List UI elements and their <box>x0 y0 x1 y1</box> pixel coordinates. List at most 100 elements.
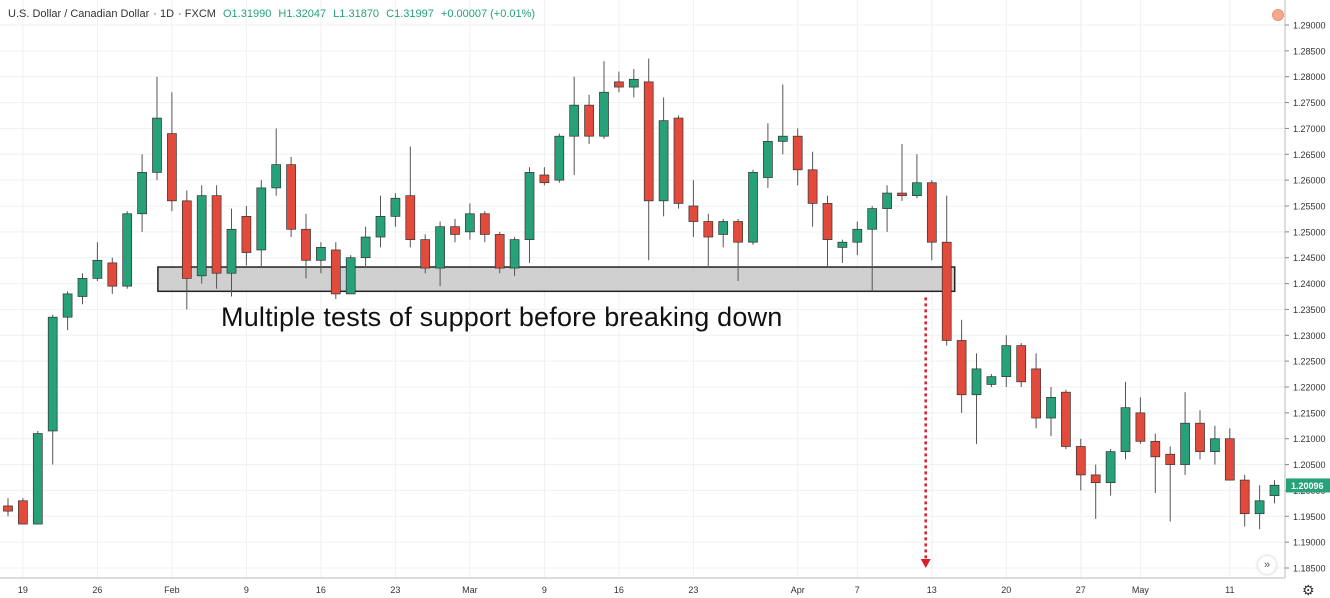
candle <box>241 206 252 266</box>
gear-icon[interactable]: ⚙ <box>1302 582 1315 598</box>
candle <box>301 213 311 279</box>
candle-body <box>18 500 28 525</box>
candle <box>599 61 609 139</box>
candle <box>1105 449 1116 496</box>
candle <box>1150 433 1161 494</box>
candle <box>316 242 326 274</box>
time-axis[interactable]: 19 26 Feb 9 16 23 Mar 9 16 23 Apr 7 13 20 27 May 11 <box>0 577 1285 595</box>
candle-body <box>92 259 103 279</box>
candle <box>494 231 505 274</box>
time-tick-label: 23 <box>390 585 400 595</box>
candle <box>1195 410 1205 460</box>
time-tick-label: 9 <box>244 585 249 595</box>
candle-body <box>748 172 758 243</box>
candle <box>971 353 982 444</box>
candle-body <box>167 133 177 202</box>
candle <box>375 195 386 248</box>
candle <box>47 314 58 465</box>
price-tick-label: 1.27000 <box>1293 124 1326 134</box>
candle <box>286 156 296 238</box>
candle <box>1061 389 1071 450</box>
change-value: +0.00007 (+0.01%) <box>440 8 536 20</box>
source-label: FXCM <box>184 8 216 20</box>
candle <box>926 180 937 261</box>
candle <box>1165 446 1176 522</box>
candle <box>435 221 445 287</box>
candle-body <box>792 135 803 171</box>
time-tick-label: Feb <box>164 585 180 595</box>
candle <box>420 234 431 274</box>
candle <box>390 193 401 227</box>
candle <box>628 68 639 98</box>
candle-body <box>1254 500 1265 515</box>
candle-body <box>1180 422 1190 465</box>
candle <box>3 498 13 517</box>
candle-body <box>658 120 669 202</box>
candle <box>792 128 803 186</box>
candle <box>122 211 133 289</box>
candle <box>152 76 162 181</box>
candle <box>62 291 73 331</box>
candle-body <box>1061 391 1071 447</box>
candle <box>614 71 624 93</box>
candle-body <box>673 117 684 204</box>
high-value: H1.32047 <box>278 8 327 20</box>
last-price-label: 1.20096 <box>1291 481 1324 491</box>
candle-body <box>718 221 729 235</box>
price-axis[interactable]: 1.29000 1.28500 1.28000 1.27500 1.27000 1.265… <box>1284 0 1330 578</box>
candle <box>330 242 341 300</box>
candle-body <box>241 215 252 253</box>
price-tick-label: 1.23000 <box>1293 331 1326 341</box>
support-zone-box <box>157 266 956 293</box>
price-tick-label: 1.19000 <box>1293 538 1326 548</box>
candle-body <box>330 249 341 295</box>
candle <box>405 146 416 248</box>
candle <box>1135 397 1146 444</box>
candle <box>673 115 684 209</box>
candle-body <box>1031 368 1041 419</box>
price-tick-label: 1.27500 <box>1293 98 1326 108</box>
candle-body <box>450 226 460 235</box>
candle <box>703 213 714 269</box>
candle <box>479 211 490 243</box>
candles[interactable] <box>3 58 1280 530</box>
double-chevron-right-icon[interactable]: » <box>1258 556 1276 574</box>
candle-body <box>122 213 133 287</box>
time-tick-label: 13 <box>927 585 937 595</box>
candle <box>1269 480 1280 504</box>
candle-body <box>271 164 282 189</box>
candle-body <box>390 197 401 217</box>
price-tick-label: 1.19500 <box>1293 512 1326 522</box>
candle-body <box>584 104 594 137</box>
candle <box>658 97 669 217</box>
price-tick-label: 1.22500 <box>1293 357 1326 367</box>
candle <box>32 430 43 525</box>
candle <box>360 226 371 269</box>
candle <box>1090 464 1101 519</box>
symbol-title: U.S. Dollar / Canadian Dollar <box>8 8 150 20</box>
candle <box>1016 343 1027 387</box>
candle <box>167 92 177 212</box>
price-tick-label: 1.23500 <box>1293 305 1326 315</box>
time-tick-label: May <box>1132 585 1150 595</box>
candle-body <box>286 164 296 230</box>
price-tick-label: 1.26500 <box>1293 150 1326 160</box>
candle-body <box>479 213 490 235</box>
support-zone <box>157 266 956 293</box>
time-tick-label: 9 <box>542 585 547 595</box>
price-tick-label: 1.24000 <box>1293 279 1326 289</box>
arrow-head <box>920 559 931 568</box>
interval-label[interactable]: 1D <box>159 8 175 20</box>
candle-body <box>435 226 445 269</box>
candle <box>509 237 520 276</box>
candle <box>852 221 863 256</box>
candle <box>643 58 654 261</box>
candle <box>956 319 967 413</box>
candle-body <box>256 187 267 251</box>
candle-body <box>897 192 907 197</box>
time-tick-label: 7 <box>855 585 860 595</box>
circle-icon[interactable] <box>1272 9 1284 21</box>
candle-body <box>1105 451 1116 484</box>
candle <box>196 185 207 284</box>
